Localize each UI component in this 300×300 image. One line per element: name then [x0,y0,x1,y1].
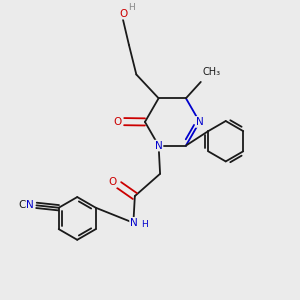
Text: N: N [155,141,163,151]
Text: N: N [26,200,34,210]
Text: H: H [128,3,135,12]
Text: H: H [141,220,148,230]
Text: N: N [196,117,203,127]
Text: C: C [18,200,25,210]
Text: O: O [119,9,128,19]
Text: CH₃: CH₃ [202,68,220,77]
Text: N: N [130,218,138,228]
Text: O: O [109,177,117,187]
Text: O: O [113,117,122,127]
